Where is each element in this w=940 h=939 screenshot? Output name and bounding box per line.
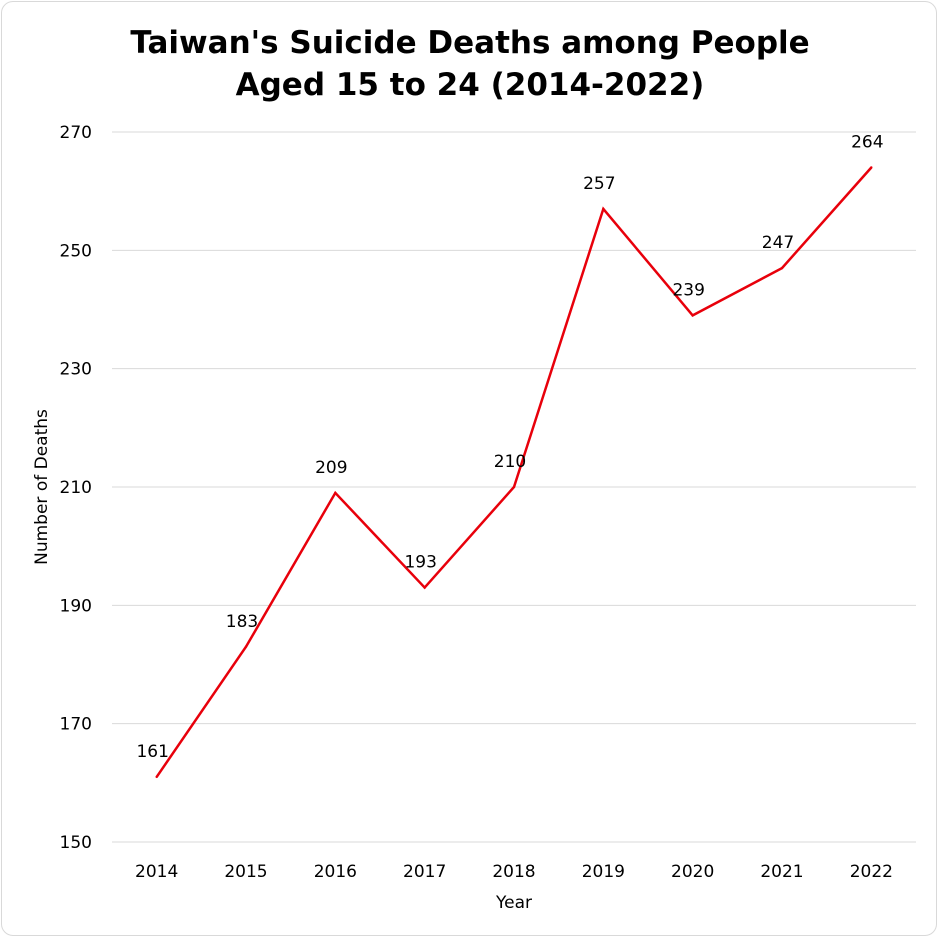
data-label: 161 [136, 742, 168, 762]
x-tick-label: 2019 [582, 862, 625, 882]
x-tick-label: 2020 [671, 862, 714, 882]
data-label: 209 [315, 458, 347, 478]
data-point [870, 166, 873, 169]
data-point [423, 586, 426, 589]
data-label: 264 [851, 133, 883, 153]
x-tick-label: 2015 [224, 862, 267, 882]
y-tick-label: 170 [60, 715, 92, 735]
data-label: 239 [672, 280, 704, 300]
x-tick-label: 2016 [314, 862, 357, 882]
y-tick-label: 150 [60, 833, 92, 853]
x-tick-label: 2022 [850, 862, 893, 882]
data-point [512, 485, 516, 489]
chart-title: Taiwan's Suicide Deaths among People Age… [0, 22, 940, 106]
data-point [244, 645, 248, 648]
data-point [780, 266, 784, 270]
x-tick-label: 2018 [492, 862, 535, 882]
x-tick-label: 2017 [403, 862, 446, 882]
data-labels: 161 183 209 193 210 257 239 247 264 [136, 133, 883, 762]
data-label: 193 [404, 553, 436, 573]
x-axis-title: Year [495, 893, 532, 913]
series-layer [155, 166, 873, 779]
x-tick-label: 2021 [760, 862, 803, 882]
series-line [155, 166, 873, 778]
data-label: 257 [583, 174, 615, 194]
chart-title-line-2: Aged 15 to 24 (2014-2022) [235, 67, 705, 103]
y-tick-label: 270 [60, 123, 92, 143]
chart-title-line-1: Taiwan's Suicide Deaths among People [130, 25, 810, 61]
y-tick-label: 210 [60, 478, 92, 498]
data-point [691, 314, 694, 317]
x-axis-ticks: 2014 2015 2016 2017 2018 2019 2020 2021 2022 [135, 862, 893, 882]
y-tick-label: 190 [60, 596, 92, 616]
data-label: 183 [226, 612, 258, 632]
y-axis-title: Number of Deaths [32, 409, 52, 565]
data-label: 247 [762, 233, 794, 253]
y-axis-ticks: 150 170 190 210 230 250 270 [60, 123, 92, 853]
data-point [334, 491, 337, 495]
y-tick-label: 250 [60, 241, 92, 261]
data-label: 210 [494, 452, 526, 472]
data-point [155, 775, 158, 779]
x-tick-label: 2014 [135, 862, 178, 882]
y-tick-label: 230 [60, 360, 92, 380]
data-point [602, 207, 605, 211]
